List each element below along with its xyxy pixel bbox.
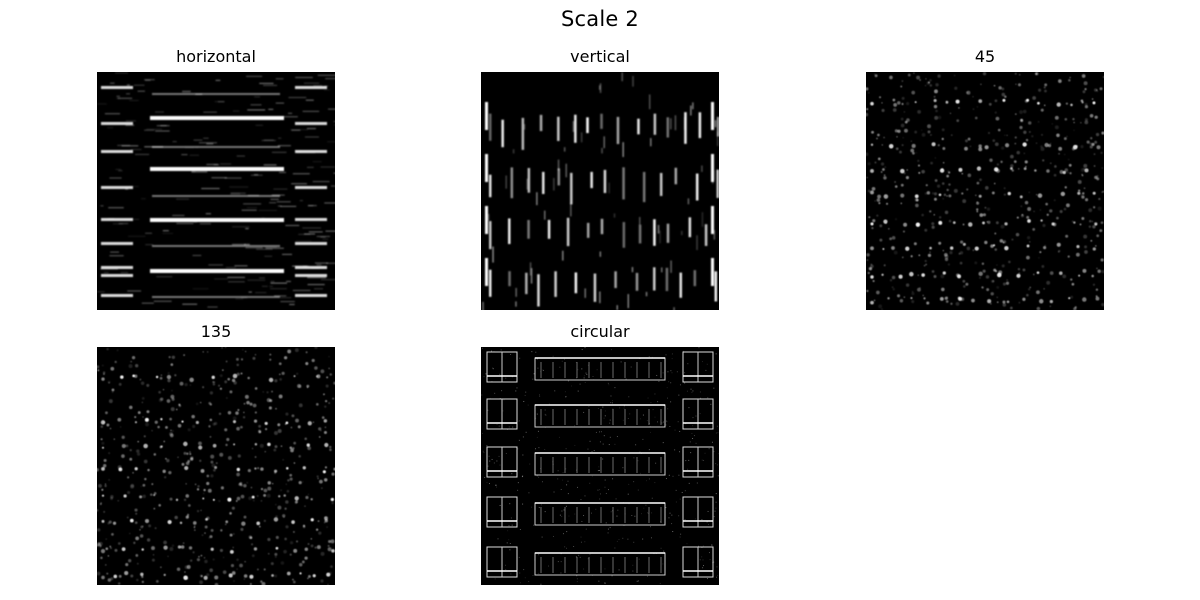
panel-title: 45 bbox=[974, 47, 996, 66]
filter-response-image-135 bbox=[97, 347, 335, 585]
filter-response-image-45 bbox=[866, 72, 1104, 310]
filter-response-image-horizontal bbox=[97, 72, 335, 310]
figure-title: Scale 2 bbox=[561, 7, 639, 31]
panel-title: vertical bbox=[570, 47, 630, 66]
panel-title: circular bbox=[570, 322, 630, 341]
filter-response-image-circular bbox=[481, 347, 719, 585]
panel-title: 135 bbox=[200, 322, 232, 341]
filter-response-image-vertical bbox=[481, 72, 719, 310]
panel-title: horizontal bbox=[176, 47, 256, 66]
